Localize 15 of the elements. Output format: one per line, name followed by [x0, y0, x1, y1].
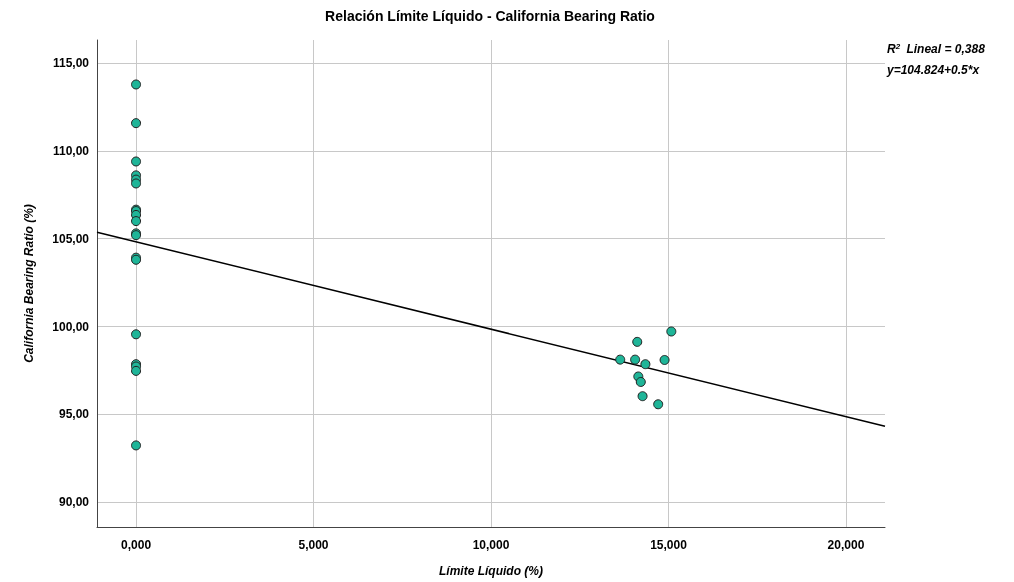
x-tick-label: 5,000	[298, 538, 329, 552]
y-tick-label: 105,00	[52, 231, 90, 246]
x-tick-label: 20,000	[827, 538, 865, 552]
y-axis-title: California Bearing Ratio (%)	[22, 204, 36, 363]
y-tick-label: 100,00	[52, 319, 90, 334]
y-tick-label: 115,00	[52, 55, 90, 70]
chart-title: Relación Límite Líquido - California Bearing Ratio	[325, 8, 655, 24]
x-tick-label: 0,000	[121, 538, 152, 552]
y-tick-label: 95,00	[58, 407, 90, 422]
x-axis-title: Límite Líquido (%)	[439, 564, 543, 578]
x-tick-label: 15,000	[650, 538, 688, 552]
x-tick-label: 10,000	[472, 538, 510, 552]
text: y=104.824+0.5*x	[886, 63, 981, 77]
y-tick-label: 90,00	[58, 495, 90, 510]
y-tick-label: 110,00	[52, 143, 90, 158]
